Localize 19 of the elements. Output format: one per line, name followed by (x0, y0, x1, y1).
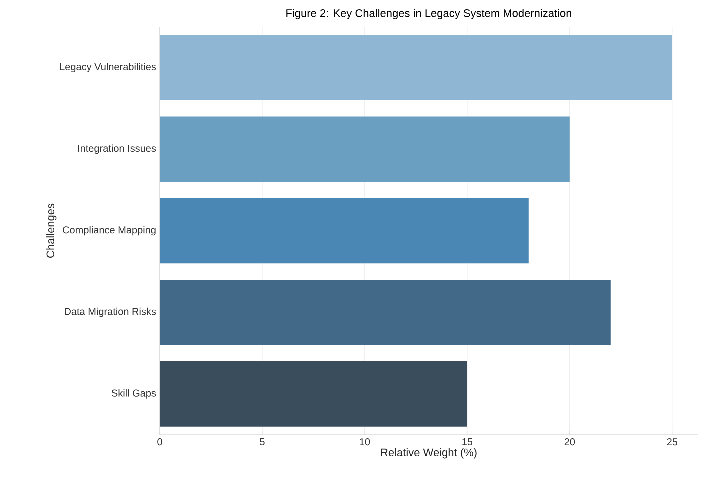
y-axis-title: Challenges (46, 204, 57, 258)
bar (160, 35, 672, 100)
x-tick-label: 0 (158, 438, 162, 446)
y-tick-label: Data Migration Risks (65, 308, 156, 318)
x-tick-label: 15 (462, 438, 473, 446)
y-tick-label: Legacy Vulnerabilities (60, 63, 156, 72)
x-tick-label: 10 (360, 438, 370, 446)
bar (160, 280, 611, 346)
x-axis-title: Relative Weight (%) (381, 448, 477, 459)
bar (160, 116, 570, 182)
chart-title: Figure 2: Key Challenges in Legacy System Modernization (286, 9, 572, 20)
x-tick-label: 25 (667, 438, 678, 446)
y-tick-label: Compliance Mapping (63, 226, 156, 236)
bar (160, 362, 468, 427)
x-tick-label: 5 (260, 438, 265, 446)
bar (160, 198, 529, 264)
x-tick-label: 20 (564, 438, 576, 446)
y-tick-label: Integration Issues (78, 144, 156, 154)
y-tick-label: Skill Gaps (112, 390, 156, 399)
